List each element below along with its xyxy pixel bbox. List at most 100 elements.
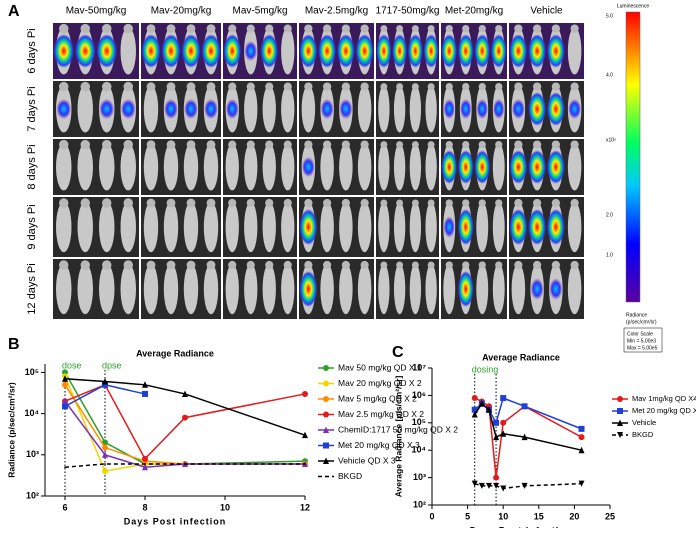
mouse — [409, 263, 422, 315]
colorbar-unit-title: Radiance — [626, 312, 647, 318]
panel-label: C — [392, 344, 404, 361]
legend-marker — [323, 411, 329, 418]
mouse-head — [146, 82, 156, 91]
mouse — [120, 27, 136, 75]
mouse — [281, 85, 295, 133]
mouse — [99, 201, 115, 253]
mouse-head — [445, 82, 453, 91]
x-axis-label: Days Post infection — [124, 516, 227, 526]
mouse — [393, 143, 406, 191]
mouse — [378, 143, 390, 191]
mouse-head — [514, 198, 523, 208]
mouse-head — [427, 199, 435, 207]
mouse-head — [427, 83, 435, 91]
mouse-head — [462, 199, 470, 207]
mouse-head — [341, 24, 350, 33]
mouse — [77, 201, 93, 253]
mouse-head — [570, 260, 579, 270]
signal — [549, 278, 563, 300]
marker — [62, 381, 68, 388]
signal — [441, 34, 458, 68]
signal — [528, 209, 547, 245]
mouse-head — [551, 260, 560, 270]
mouse — [378, 201, 390, 253]
mouse — [203, 143, 219, 191]
x-tick-label: 0 — [429, 511, 434, 521]
mouse — [425, 85, 437, 133]
mouse-head — [265, 198, 274, 208]
mouse-head — [551, 24, 560, 33]
mouse-head — [123, 139, 133, 150]
color-scale-box — [623, 327, 663, 353]
x-tick-label: 6 — [62, 502, 67, 512]
mouse — [409, 143, 422, 191]
signal — [443, 98, 456, 120]
marker — [62, 403, 68, 410]
mouse-head — [186, 260, 196, 270]
column-label: 1717-50mg/kg — [376, 6, 440, 17]
mouse-head — [533, 198, 542, 208]
mouse-head — [323, 82, 332, 91]
mouse-head — [360, 198, 369, 208]
row-label: 7 days Pi — [26, 86, 38, 131]
column-label: Mav-50mg/kg — [66, 6, 127, 17]
mouse-head — [360, 24, 369, 33]
mouse-head — [570, 82, 579, 91]
chart-title: Average Radiance — [136, 348, 214, 358]
y-axis-label: Radiance (p/sec/cm²/sr) — [6, 382, 16, 478]
signal — [457, 209, 474, 245]
mouse-head — [514, 260, 523, 270]
mouse — [143, 201, 159, 253]
mouse-head — [462, 140, 470, 149]
marker — [521, 482, 528, 489]
marker — [500, 419, 507, 426]
column-label: Mav-5mg/kg — [232, 6, 287, 17]
legend-marker — [617, 432, 623, 438]
signal — [376, 34, 392, 68]
mouse-head — [166, 198, 176, 208]
imaging-grid: Mav-50mg/kg Mav-20mg/kg Mav-5mg/kg Mav-2.5m… — [26, 6, 616, 319]
mouse-head — [427, 261, 435, 269]
color-scale-min: Min = 5.00e3 — [627, 338, 656, 344]
mouse — [183, 263, 199, 315]
signal — [164, 98, 178, 120]
mouse-head — [228, 24, 237, 33]
mouse-head — [478, 261, 486, 269]
mouse-head — [186, 198, 196, 208]
mouse-head — [323, 260, 332, 270]
mouse-head — [246, 24, 255, 33]
mouse-head — [166, 82, 176, 91]
signal — [457, 150, 474, 184]
mouse — [393, 85, 406, 133]
mouse — [99, 263, 115, 315]
mouse — [409, 85, 422, 133]
marker — [302, 390, 308, 397]
mouse-head — [186, 24, 196, 33]
marker — [578, 425, 585, 432]
marker — [471, 406, 478, 413]
marker — [142, 463, 148, 471]
row-label: 9 days Pi — [26, 204, 38, 249]
mouse — [77, 143, 93, 191]
mouse-head — [495, 24, 503, 33]
mouse-head — [396, 141, 404, 149]
mouse — [357, 143, 372, 191]
mouse — [492, 201, 505, 253]
signal — [528, 92, 547, 126]
mouse-head — [102, 198, 112, 208]
mouse-head — [396, 261, 404, 269]
mouse-head — [123, 81, 133, 92]
mouse-head — [304, 140, 313, 149]
mouse — [567, 143, 582, 191]
mouse-head — [228, 82, 237, 91]
mouse-head — [206, 198, 216, 208]
mouse-head — [462, 24, 470, 33]
mouse-head — [166, 260, 176, 270]
mouse-head — [80, 23, 90, 34]
mouse-head — [341, 260, 350, 270]
mouse — [225, 143, 239, 191]
legend-marker — [323, 442, 329, 449]
mouse — [99, 143, 115, 191]
signal — [407, 34, 423, 68]
